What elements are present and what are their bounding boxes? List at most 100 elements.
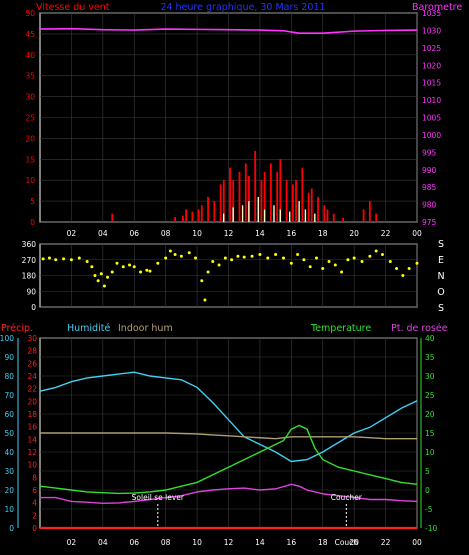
env-x-tick: 22 bbox=[381, 538, 391, 547]
wind-direction-point bbox=[415, 261, 419, 265]
direction-compass-letter: S bbox=[438, 239, 444, 250]
precip-tick: 0 bbox=[32, 524, 37, 533]
wind-direction-point bbox=[289, 261, 293, 265]
barometer-tick: 1025 bbox=[422, 44, 441, 53]
barometer-tick: 1000 bbox=[422, 131, 441, 140]
chart-title: 24 heure graphique, 30 Mars 2011 bbox=[160, 2, 325, 13]
wind-direction-point bbox=[296, 253, 300, 256]
wind-speed-tick: 35 bbox=[25, 72, 35, 81]
wind-x-tick: 22 bbox=[381, 229, 391, 238]
barometer-tick: 985 bbox=[422, 183, 437, 192]
wind-direction-point bbox=[85, 260, 89, 263]
wind-direction-point bbox=[302, 258, 306, 262]
wind-direction-point bbox=[230, 258, 234, 262]
direction-compass-letter: S bbox=[438, 303, 444, 314]
temperature-tick: 40 bbox=[425, 334, 435, 343]
wind-direction-point bbox=[368, 254, 372, 258]
wind-x-tick: 04 bbox=[98, 229, 108, 238]
env-x-tick: 00 bbox=[412, 538, 422, 547]
barometer-tick: 1030 bbox=[422, 26, 441, 35]
wind-direction-point bbox=[62, 257, 66, 261]
env-x-tick: 08 bbox=[161, 538, 171, 547]
wind-direction-point bbox=[106, 275, 110, 279]
env-x-tick: 12 bbox=[224, 538, 234, 547]
env-x-tick: 14 bbox=[255, 538, 265, 547]
wind-direction-point bbox=[179, 254, 183, 258]
precip-tick: 26 bbox=[27, 359, 37, 368]
precip-tick: 12 bbox=[27, 448, 37, 457]
wind-speed-tick: 0 bbox=[30, 218, 35, 227]
precip-tick: 22 bbox=[27, 385, 37, 394]
precip-tick: 14 bbox=[27, 435, 37, 444]
temperature-tick: 10 bbox=[425, 448, 435, 457]
wind-direction-point bbox=[194, 256, 198, 260]
precip-tick: 20 bbox=[27, 397, 37, 406]
wind-direction-point bbox=[333, 263, 337, 267]
precip-tick: 30 bbox=[27, 334, 37, 343]
barometer-tick: 1010 bbox=[422, 96, 441, 105]
humidity-tick: 100 bbox=[0, 334, 14, 343]
series-line-temperature bbox=[39, 424, 418, 495]
sunset-x-label: Couch bbox=[335, 538, 359, 547]
wind-direction-point bbox=[388, 260, 392, 263]
wind-speed-tick: 45 bbox=[25, 30, 35, 39]
wind-speed-tick: 15 bbox=[25, 155, 35, 164]
wind-direction-point bbox=[274, 253, 278, 256]
precip-tick: 8 bbox=[32, 473, 37, 482]
wind-direction-point bbox=[115, 261, 119, 265]
wind-x-tick: 10 bbox=[192, 229, 202, 238]
wind-direction-point bbox=[211, 260, 215, 263]
env-x-tick: 04 bbox=[98, 538, 108, 547]
env-x-tick: 06 bbox=[129, 538, 139, 547]
sun-event-label: Coucher bbox=[331, 493, 363, 502]
wind-direction-point bbox=[145, 268, 149, 272]
wind-speed-tick: 40 bbox=[25, 51, 35, 60]
temperature-tick: -5 bbox=[425, 505, 433, 514]
wind-direction-point bbox=[352, 256, 356, 260]
wind-direction-point bbox=[90, 265, 94, 269]
env-x-tick: 18 bbox=[318, 538, 328, 547]
wind-direction-point bbox=[380, 253, 384, 256]
temperature-label: Temperature bbox=[310, 323, 371, 334]
barometer-axis-label: Barometre bbox=[412, 2, 462, 13]
direction-tick: 270 bbox=[22, 256, 37, 265]
precip-tick: 28 bbox=[27, 347, 37, 356]
humidity-tick: 20 bbox=[4, 486, 14, 495]
wind-direction-point bbox=[200, 279, 204, 283]
temperature-tick: 5 bbox=[425, 467, 430, 476]
env-x-tick: 16 bbox=[287, 538, 297, 547]
wind-direction-point bbox=[168, 249, 172, 253]
precip-tick: 2 bbox=[32, 511, 37, 520]
wind-x-tick: 20 bbox=[349, 229, 359, 238]
wind-direction-point bbox=[96, 279, 100, 283]
wind-direction-point bbox=[139, 270, 143, 274]
humidity-tick: 0 bbox=[9, 524, 14, 533]
precip-tick: 6 bbox=[32, 486, 37, 495]
precip-tick: 16 bbox=[27, 423, 37, 432]
humidity-tick: 60 bbox=[4, 410, 14, 419]
wind-x-tick: 00 bbox=[412, 229, 422, 238]
humidity-tick: 50 bbox=[4, 429, 14, 438]
wind-direction-point bbox=[173, 253, 177, 256]
wind-direction-point bbox=[102, 284, 106, 288]
wind-direction-point bbox=[110, 270, 114, 274]
wind-direction-point bbox=[236, 254, 240, 258]
humidity-tick: 10 bbox=[4, 505, 14, 514]
series-line-humidity bbox=[40, 432, 417, 440]
sun-event-label: Soleil se lever bbox=[132, 493, 185, 502]
wind-direction-point bbox=[250, 254, 254, 258]
wind-direction-point bbox=[242, 255, 246, 259]
humidity-tick: 40 bbox=[4, 448, 14, 457]
barometer-tick: 1005 bbox=[422, 114, 441, 123]
wind-speed-tick: 5 bbox=[30, 197, 35, 206]
direction-tick: 360 bbox=[22, 240, 37, 249]
wind-x-tick: 02 bbox=[67, 229, 77, 238]
wind-direction-point bbox=[47, 256, 51, 260]
wind-speed-axis-label: Vitesse du vent bbox=[36, 2, 110, 13]
wind-x-tick: 16 bbox=[287, 229, 297, 238]
wind-direction-point bbox=[395, 267, 399, 270]
humidity-tick: 90 bbox=[4, 353, 14, 362]
temperature-tick: 20 bbox=[425, 410, 435, 419]
wind-direction-point bbox=[407, 267, 411, 270]
wind-direction-point bbox=[217, 263, 221, 267]
